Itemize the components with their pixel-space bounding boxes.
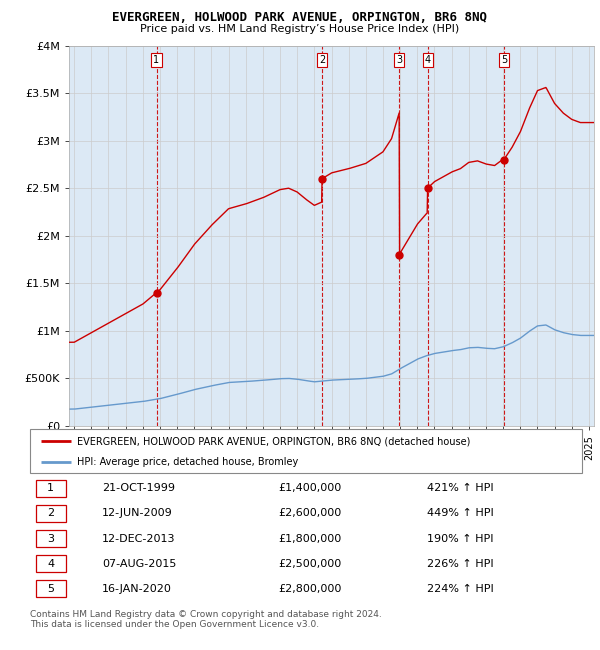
Text: 449% ↑ HPI: 449% ↑ HPI <box>427 508 494 519</box>
Text: EVERGREEN, HOLWOOD PARK AVENUE, ORPINGTON, BR6 8NQ: EVERGREEN, HOLWOOD PARK AVENUE, ORPINGTO… <box>113 11 487 24</box>
Text: 1: 1 <box>154 55 160 65</box>
FancyBboxPatch shape <box>35 580 66 597</box>
Text: 421% ↑ HPI: 421% ↑ HPI <box>427 484 494 493</box>
Text: 5: 5 <box>47 584 54 593</box>
Text: EVERGREEN, HOLWOOD PARK AVENUE, ORPINGTON, BR6 8NQ (detached house): EVERGREEN, HOLWOOD PARK AVENUE, ORPINGTO… <box>77 436 470 447</box>
Text: Contains HM Land Registry data © Crown copyright and database right 2024.
This d: Contains HM Land Registry data © Crown c… <box>30 610 382 629</box>
Text: 07-AUG-2015: 07-AUG-2015 <box>102 558 176 569</box>
Text: £1,800,000: £1,800,000 <box>278 534 341 543</box>
Text: 190% ↑ HPI: 190% ↑ HPI <box>427 534 494 543</box>
Text: HPI: Average price, detached house, Bromley: HPI: Average price, detached house, Brom… <box>77 457 298 467</box>
FancyBboxPatch shape <box>35 555 66 573</box>
Text: 2: 2 <box>319 55 325 65</box>
Text: 226% ↑ HPI: 226% ↑ HPI <box>427 558 494 569</box>
Text: Price paid vs. HM Land Registry’s House Price Index (HPI): Price paid vs. HM Land Registry’s House … <box>140 24 460 34</box>
Text: 4: 4 <box>425 55 431 65</box>
FancyBboxPatch shape <box>35 480 66 497</box>
Text: £2,500,000: £2,500,000 <box>278 558 341 569</box>
Text: 2: 2 <box>47 508 54 519</box>
Text: 12-DEC-2013: 12-DEC-2013 <box>102 534 175 543</box>
Text: £1,400,000: £1,400,000 <box>278 484 341 493</box>
Text: 21-OCT-1999: 21-OCT-1999 <box>102 484 175 493</box>
FancyBboxPatch shape <box>35 504 66 522</box>
Text: 3: 3 <box>396 55 403 65</box>
Text: 1: 1 <box>47 484 54 493</box>
Text: 12-JUN-2009: 12-JUN-2009 <box>102 508 173 519</box>
Text: 16-JAN-2020: 16-JAN-2020 <box>102 584 172 593</box>
FancyBboxPatch shape <box>30 429 582 473</box>
Text: 224% ↑ HPI: 224% ↑ HPI <box>427 584 494 593</box>
FancyBboxPatch shape <box>35 530 66 547</box>
Text: 4: 4 <box>47 558 54 569</box>
Text: 5: 5 <box>501 55 507 65</box>
Text: £2,600,000: £2,600,000 <box>278 508 341 519</box>
Text: 3: 3 <box>47 534 54 543</box>
Text: £2,800,000: £2,800,000 <box>278 584 342 593</box>
